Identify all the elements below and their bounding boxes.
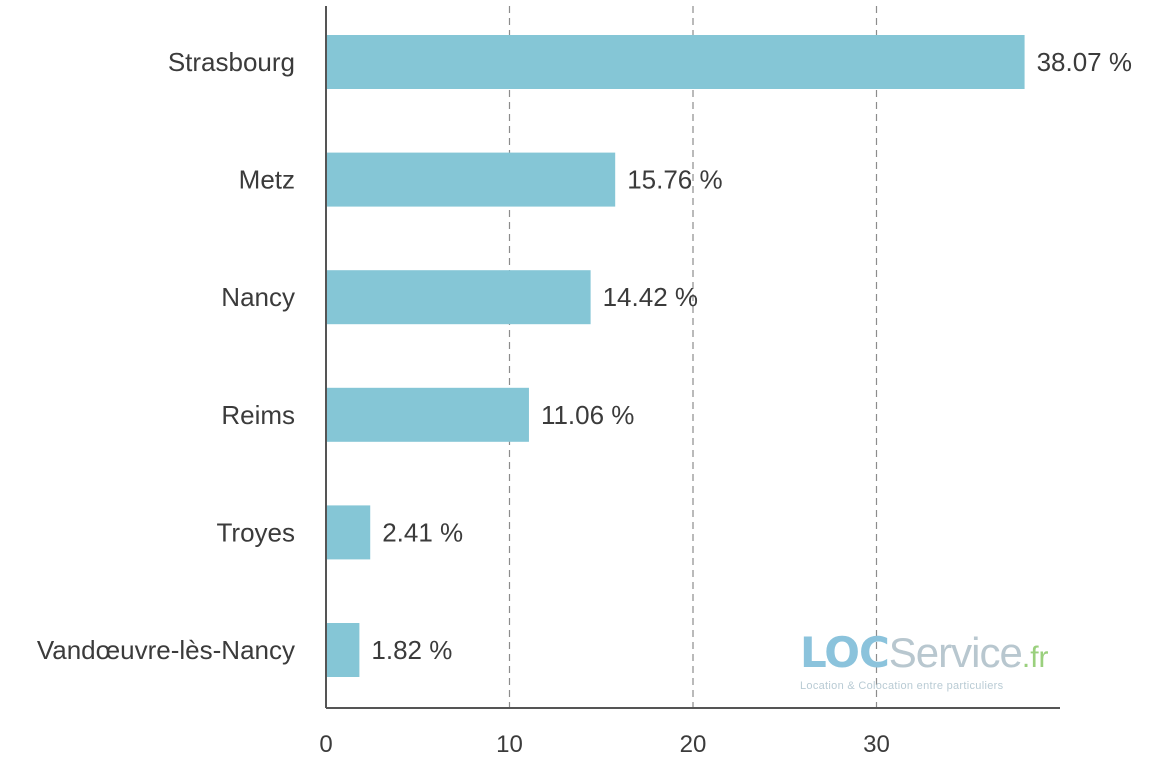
x-tick-label: 10 bbox=[496, 731, 523, 758]
x-tick-label: 0 bbox=[319, 731, 332, 758]
x-tick-label: 20 bbox=[680, 731, 707, 758]
bar bbox=[326, 35, 1025, 89]
bar bbox=[326, 387, 529, 442]
logo-loc: LOC bbox=[800, 628, 890, 677]
value-label: 38.07 % bbox=[1037, 47, 1132, 77]
logo-tld: .fr bbox=[1021, 641, 1049, 674]
category-label: Vandœuvre-lès-Nancy bbox=[37, 635, 295, 665]
category-label: Metz bbox=[239, 165, 295, 195]
x-tick-label: 30 bbox=[863, 731, 890, 758]
bar bbox=[326, 152, 616, 207]
bar bbox=[326, 623, 360, 677]
gridlines bbox=[508, 6, 878, 708]
category-label: Nancy bbox=[221, 282, 295, 312]
category-label: Reims bbox=[221, 400, 295, 430]
category-label: Strasbourg bbox=[168, 47, 295, 77]
category-label: Troyes bbox=[217, 517, 296, 547]
logo-wordmark: LOC Service .fr bbox=[800, 632, 1062, 674]
value-label: 15.76 % bbox=[627, 165, 722, 195]
axes bbox=[325, 6, 1060, 709]
logo-service: Service bbox=[888, 629, 1023, 676]
value-labels: 38.07 % 15.76 % 14.42 % 11.06 % 2.41 % 1.82 % bbox=[371, 47, 1132, 665]
value-label: 1.82 % bbox=[371, 635, 452, 665]
x-tick-labels: 0 10 20 30 bbox=[319, 731, 890, 758]
bars bbox=[326, 35, 1025, 677]
value-label: 11.06 % bbox=[541, 400, 634, 430]
logo-tagline: Location & Colocation entre particuliers bbox=[800, 680, 1004, 692]
category-labels: Strasbourg Metz Nancy Reims Troyes Vandœuvre-… bbox=[37, 47, 295, 665]
value-label: 14.42 % bbox=[603, 282, 698, 312]
bar bbox=[326, 505, 371, 560]
bar bbox=[326, 270, 591, 325]
value-label: 2.41 % bbox=[382, 517, 463, 547]
locservice-logo: LOC Service .fr Location & Colocation entr… bbox=[800, 632, 1062, 708]
